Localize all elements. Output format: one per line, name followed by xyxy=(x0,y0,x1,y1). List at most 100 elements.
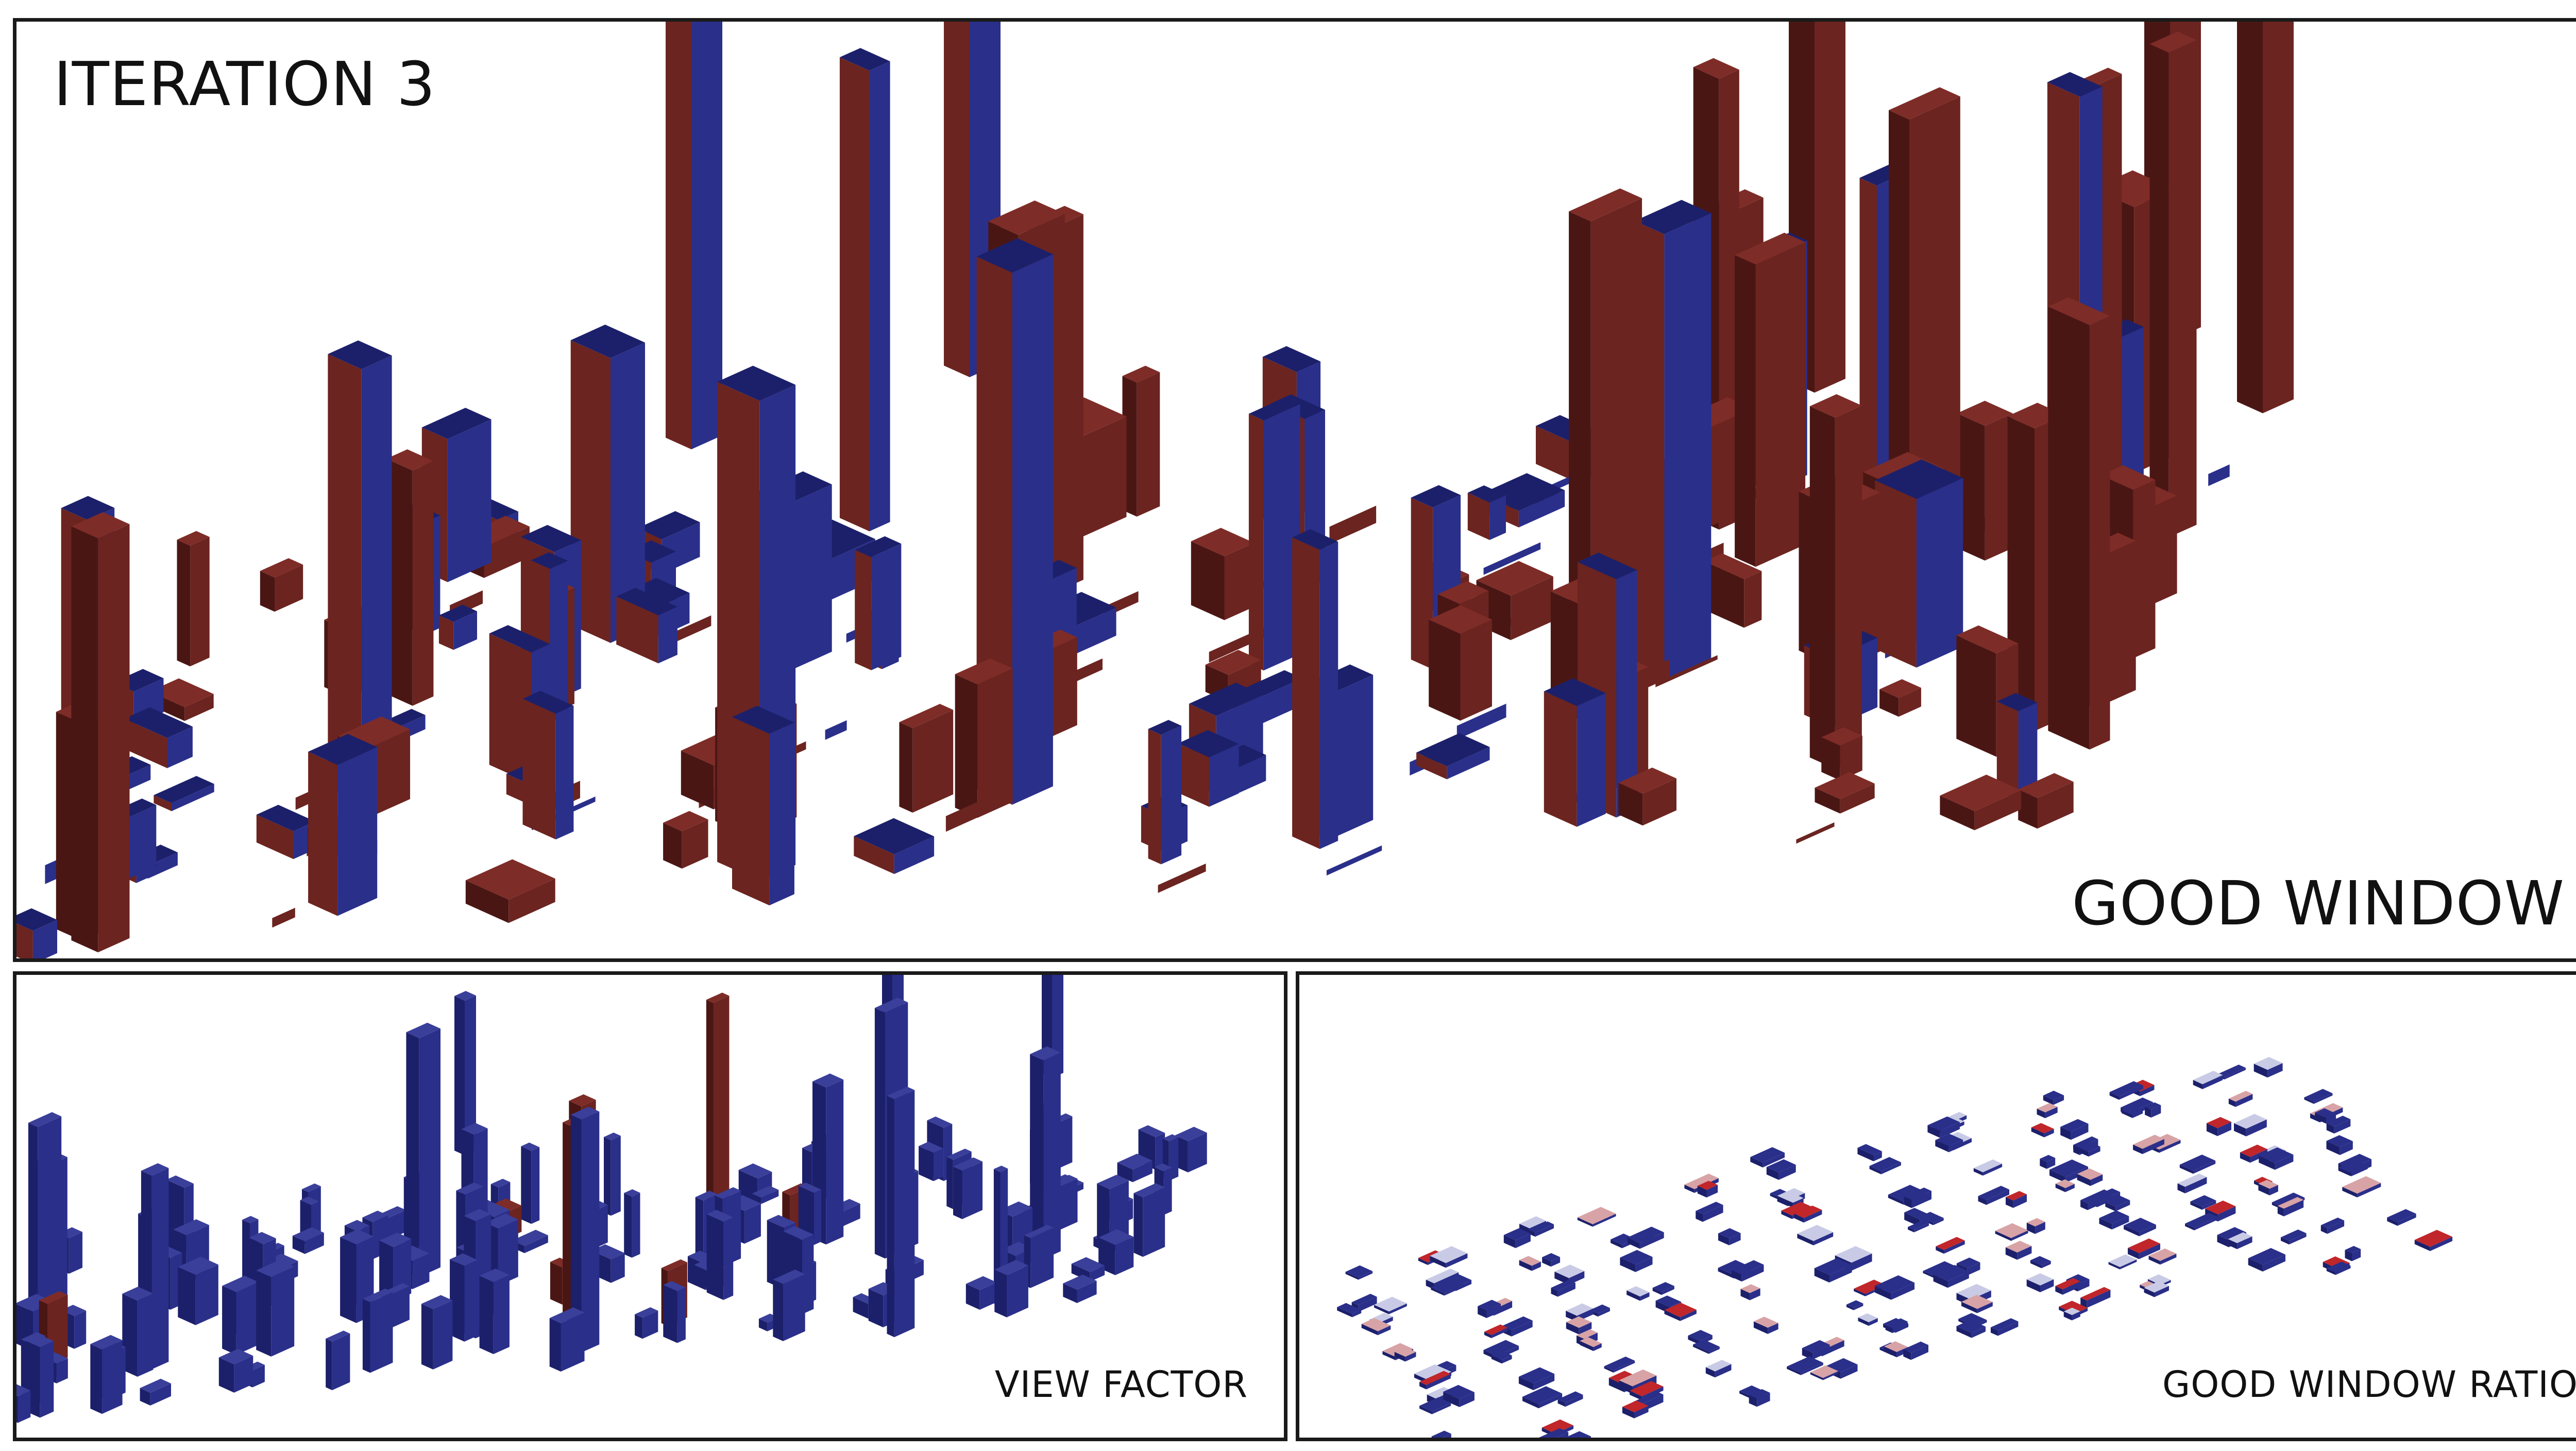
building-23-right-face xyxy=(869,61,890,532)
building-173-top-face xyxy=(663,811,708,832)
gwr-footprint-153-right-face xyxy=(1997,1321,2019,1336)
gwr-footprint-98-left-face xyxy=(1430,1256,1446,1268)
building-153-right-face xyxy=(977,668,1013,818)
vf-building-110-left-face xyxy=(773,1279,783,1341)
gwr-footprint-179-left-face xyxy=(1608,1378,1624,1392)
vf-building-3-right-face xyxy=(1058,1116,1073,1169)
building-147-left-face xyxy=(154,795,172,812)
gwr-footprint-62-top-face xyxy=(2105,1195,2130,1207)
gwr-footprint-173-right-face xyxy=(1840,1364,1858,1379)
gwr-footprint-26-left-face xyxy=(2133,1144,2143,1154)
gwr-footprint-159-right-face xyxy=(1593,1343,1602,1351)
gwr-footprint-32-top-face xyxy=(2240,1144,2268,1157)
gwr-footprint-70-left-face xyxy=(1904,1212,1920,1227)
building-38-top-face xyxy=(421,408,492,439)
gwr-footprint-129-right-face xyxy=(1640,1292,1650,1301)
building-163-right-face xyxy=(555,705,574,840)
vf-building-45-top-face xyxy=(166,1175,194,1188)
gwr-footprint-155-right-face xyxy=(1971,1326,1986,1338)
gwr-footprint-143-right-face xyxy=(1680,1309,1697,1321)
building-30-right-face xyxy=(1985,413,2013,561)
gwr-footprint-87-left-face xyxy=(1611,1239,1622,1248)
gwr-footprint-79-left-face xyxy=(1529,1229,1535,1237)
gwr-footprint-6-top-face xyxy=(2043,1090,2064,1100)
building-48-top-face xyxy=(1889,87,1960,120)
gwr-footprint-140-left-face xyxy=(1337,1307,1352,1318)
vf-building-108-top-face xyxy=(464,1209,492,1221)
vf-building-76-top-face xyxy=(706,1209,734,1222)
gwr-footprint-36-top-face xyxy=(2179,1154,2216,1171)
gwr-footprint-62-right-face xyxy=(2115,1200,2130,1211)
vf-building-35-top-face xyxy=(812,1073,844,1088)
gwr-footprint-61-left-face xyxy=(2080,1200,2088,1210)
gwr-footprint-124-left-face xyxy=(1854,1289,1866,1296)
building-155-left-face xyxy=(1618,783,1643,826)
gwr-footprint-85-left-face xyxy=(2217,1235,2229,1247)
building-151-top-face xyxy=(1578,552,1637,580)
vf-building-111-right-face xyxy=(464,1260,478,1342)
vf-building-48-right-face xyxy=(632,1192,640,1258)
gwr-footprint-150-right-face xyxy=(1768,1323,1778,1334)
gwr-footprint-121-top-face xyxy=(2055,1278,2080,1290)
gwr-footprint-89-right-face xyxy=(2237,1236,2252,1250)
vf-building-119-left-face xyxy=(256,1270,272,1357)
gwr-footprint-110-left-face xyxy=(1345,1272,1359,1280)
gwr-footprint-25-right-face xyxy=(2159,1140,2181,1153)
gwr-footprint-95-left-face xyxy=(2148,1256,2160,1265)
vf-building-17-left-face xyxy=(946,1157,953,1209)
vf-building-8-right-face xyxy=(933,1148,943,1182)
building-75-right-face xyxy=(658,606,677,664)
gwr-footprint-179-top-face xyxy=(1608,1371,1640,1385)
building-140-top-face xyxy=(328,340,392,369)
gwr-footprint-67-left-face xyxy=(1794,1213,1804,1223)
vf-building-83-top-face xyxy=(344,1220,369,1231)
gwr-footprint-102-right-face xyxy=(1532,1261,1541,1271)
building-129-left-face xyxy=(1416,752,1447,780)
gwr-footprint-133-top-face xyxy=(1351,1293,1377,1305)
vf-building-60-top-face xyxy=(1098,1229,1134,1245)
gwr-footprint-151-right-face xyxy=(1579,1322,1592,1335)
building-71-top-face xyxy=(2100,465,2156,490)
building-129-top-face xyxy=(1416,733,1490,767)
gwr-footprint-38-right-face xyxy=(1982,1163,2003,1176)
gwr-footprint-90-top-face xyxy=(2414,1229,2453,1247)
building-69-top-face xyxy=(438,604,477,622)
gwr-footprint-126-right-face xyxy=(2154,1286,2169,1297)
good-window-3d-city-view xyxy=(16,22,2294,958)
gwr-footprint-116-top-face xyxy=(1426,1269,1459,1284)
building-47-top-face xyxy=(260,558,303,578)
gwr-footprint-129-left-face xyxy=(1626,1290,1640,1301)
gwr-footprint-69-left-face xyxy=(2387,1217,2398,1226)
gwr-footprint-145-left-face xyxy=(1858,1317,1869,1326)
building-165-right-face xyxy=(1319,542,1338,849)
gwr-footprint-169-left-face xyxy=(1491,1355,1502,1364)
building-80-top-face xyxy=(1411,485,1461,508)
gwr-footprint-154-top-face xyxy=(1502,1316,1533,1330)
vf-building-25-right-face xyxy=(839,1204,860,1228)
vf-building-118-left-face xyxy=(222,1286,236,1355)
vf-building-75-top-face xyxy=(461,1123,488,1135)
gwr-footprint-6-right-face xyxy=(2053,1095,2064,1105)
fin-175 xyxy=(1326,845,1382,876)
gwr-footprint-157-left-face xyxy=(1688,1336,1700,1345)
vf-building-8-left-face xyxy=(919,1146,934,1182)
building-3-right-face xyxy=(2263,22,2294,413)
vf-building-124-left-face xyxy=(549,1318,561,1372)
gwr-footprint-10-left-face xyxy=(2121,1110,2133,1118)
vf-building-69-top-face xyxy=(485,1213,518,1229)
gwr-footprint-109-top-face xyxy=(1718,1260,1752,1275)
building-47-right-face xyxy=(275,564,303,612)
building-77-top-face xyxy=(1875,459,1963,499)
vf-building-46-left-face xyxy=(1133,1193,1143,1257)
building-169-top-face xyxy=(256,804,315,832)
gwr-footprint-98-right-face xyxy=(1446,1253,1468,1268)
vf-building-114-right-face xyxy=(74,1310,87,1349)
building-157-top-face xyxy=(2018,773,2074,798)
gwr-footprint-15-top-face xyxy=(2326,1116,2351,1127)
gwr-footprint-90-left-face xyxy=(2414,1240,2430,1251)
building-26-right-face xyxy=(2168,40,2197,537)
gwr-footprint-40-right-face xyxy=(2351,1166,2368,1176)
vf-building-15-top-face xyxy=(738,1163,772,1178)
building-54-left-face xyxy=(1191,541,1225,620)
building-149-left-face xyxy=(1815,787,1840,814)
